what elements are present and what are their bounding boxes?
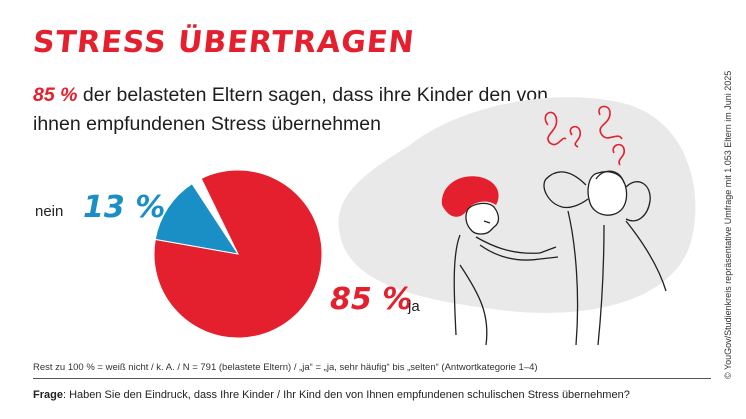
background-blob bbox=[338, 97, 696, 313]
subtitle-highlight: 85 % bbox=[33, 84, 78, 106]
pie-chart bbox=[153, 169, 323, 339]
stressed-parent-child-illustration bbox=[441, 105, 667, 346]
subtitle-text: der belasteten Eltern sagen, dass ihre K… bbox=[33, 84, 548, 135]
pie-slice-ja bbox=[153, 169, 323, 339]
page-title: STRESS ÜBERTRAGEN bbox=[31, 25, 417, 60]
slice-label-ja: ja bbox=[408, 298, 420, 315]
subtitle: 85 % der belasteten Eltern sagen, dass i… bbox=[33, 81, 553, 139]
data-label-ja: 85 % bbox=[330, 282, 413, 317]
question-text: Frage: Haben Sie den Eindruck, dass Ihre… bbox=[33, 389, 630, 401]
footnote: Rest zu 100 % = weiß nicht / k. A. / N =… bbox=[33, 362, 538, 373]
divider bbox=[33, 378, 711, 379]
source-credit: © YouGov/Studienkreis repräsentative Umf… bbox=[723, 70, 733, 379]
question-body: : Haben Sie den Eindruck, dass Ihre Kind… bbox=[62, 389, 630, 401]
data-label-nein: 13 % bbox=[83, 190, 166, 225]
slice-label-nein: nein bbox=[35, 203, 64, 220]
question-label: Frage bbox=[33, 389, 63, 401]
pie-slice-nein bbox=[154, 183, 240, 255]
